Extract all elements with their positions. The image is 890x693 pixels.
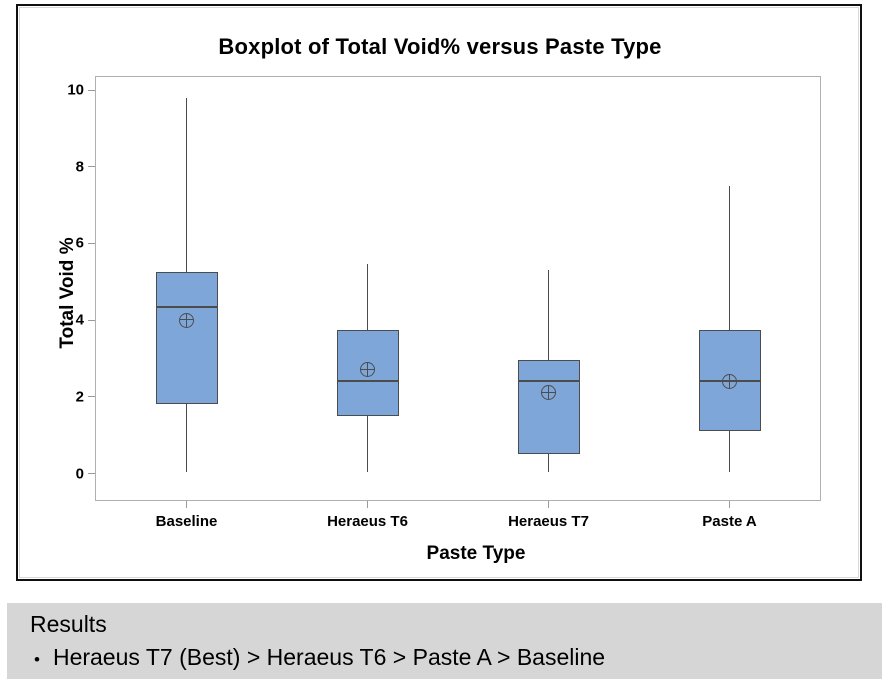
x-category-label: Paste A	[702, 513, 757, 530]
mean-marker-icon	[179, 312, 194, 328]
box-median-line	[517, 380, 580, 383]
y-axis-tick	[88, 319, 95, 321]
x-axis-tick	[367, 501, 368, 508]
chart-frame: Boxplot of Total Void% versus Paste Type…	[16, 4, 862, 581]
mean-marker-icon	[541, 385, 556, 401]
y-axis-tick	[88, 473, 95, 474]
x-category-label: Heraeus T7	[508, 513, 589, 530]
box-median-line	[155, 305, 218, 308]
x-axis-tick	[729, 501, 730, 508]
plot-area: 0 2 4 6 8 10 Baseline Heraeus T6 Heraeus T7 Paste…	[67, 76, 821, 530]
box-iqr	[155, 272, 218, 405]
box-iqr	[517, 360, 580, 455]
chart-title: Boxplot of Total Void% versus Paste Type	[218, 34, 662, 59]
y-axis-tick	[88, 396, 95, 398]
results-panel: Results • Heraeus T7 (Best) > Heraeus T6…	[7, 603, 882, 679]
results-bullet-text: Heraeus T7 (Best) > Heraeus T6 > Paste A…	[52, 644, 606, 670]
bullet-icon: •	[34, 650, 40, 669]
x-axis-title: Paste Type	[426, 543, 526, 564]
y-axis-tick-label: 0	[75, 464, 84, 482]
y-axis-title: Total Void %	[57, 237, 78, 349]
x-category-label: Baseline	[155, 513, 218, 530]
y-axis-tick-label: 10	[67, 81, 84, 99]
x-category-label: Heraeus T6	[327, 513, 408, 530]
y-axis-tick-label: 4	[75, 311, 84, 329]
mean-marker-icon	[360, 362, 375, 378]
box-whisker	[728, 185, 731, 472]
results-bullet-row: • Heraeus T7 (Best) > Heraeus T6 > Paste…	[30, 641, 882, 676]
results-heading: Results	[30, 611, 107, 637]
y-axis-tick	[88, 166, 95, 168]
x-axis-tick	[548, 501, 549, 508]
y-axis-tick-label: 8	[75, 158, 84, 176]
y-axis-tick-label: 2	[75, 388, 84, 406]
x-axis-tick	[186, 501, 187, 508]
y-axis-tick	[88, 242, 95, 244]
y-axis-tick-label: 6	[75, 234, 84, 252]
y-axis-tick	[88, 89, 95, 91]
box-median-line	[336, 380, 399, 383]
mean-marker-icon	[722, 373, 737, 389]
